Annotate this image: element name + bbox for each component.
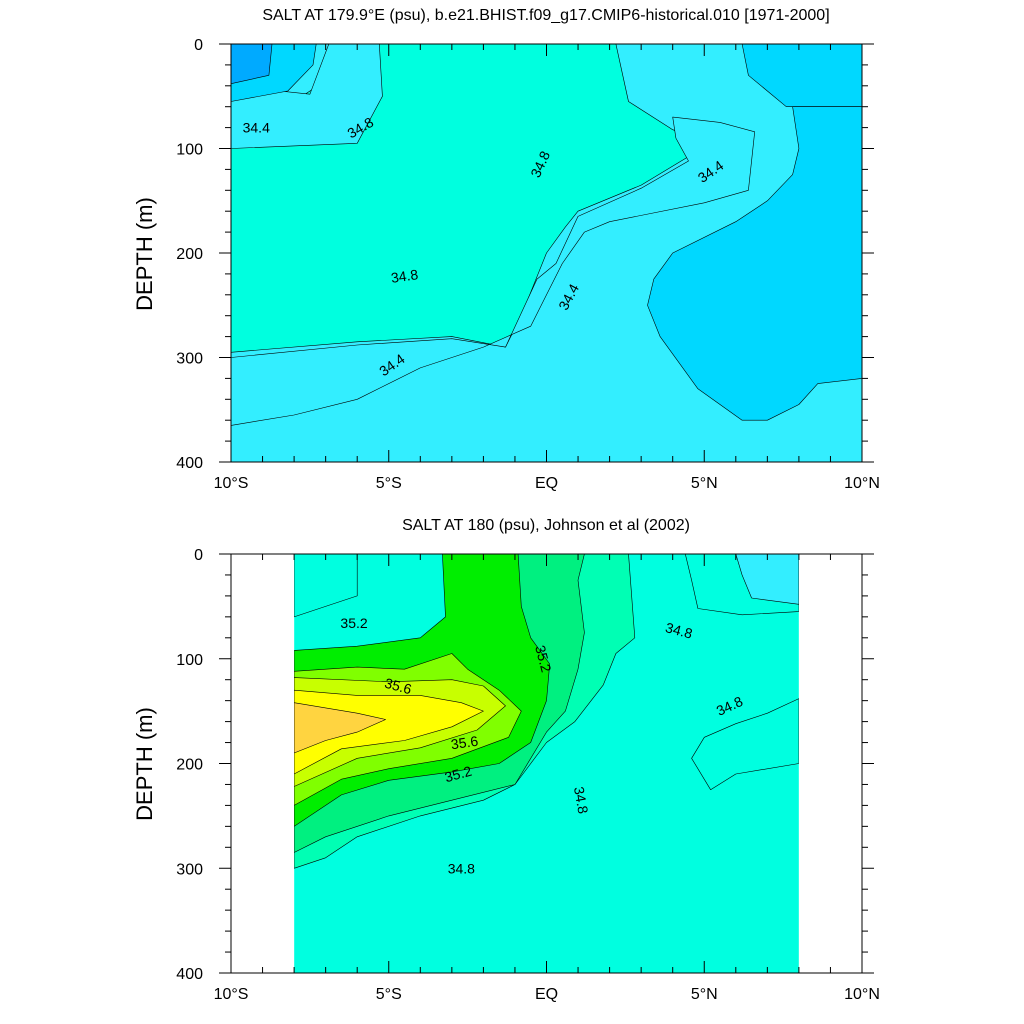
y-axis-label: DEPTH (m)	[132, 707, 157, 821]
contour-label: 34.8	[390, 266, 419, 286]
contour-region	[647, 106, 862, 421]
x-tick-label: 10°N	[844, 986, 880, 1003]
contour-label: 34.8	[571, 785, 592, 815]
contour-label: 34.4	[243, 120, 270, 136]
x-tick-label: 10°S	[214, 475, 249, 492]
contour-region	[294, 554, 358, 618]
contour-label: 35.2	[340, 615, 367, 631]
y-axis-label: DEPTH (m)	[132, 197, 157, 311]
x-tick-label: EQ	[535, 475, 558, 492]
y-tick-label: 100	[176, 652, 203, 669]
y-tick-label: 400	[176, 966, 203, 983]
y-tick-label: 0	[194, 547, 203, 564]
x-tick-label: 5°S	[376, 986, 402, 1003]
x-tick-label: 10°S	[214, 986, 249, 1003]
contour-label: 35.2	[443, 763, 474, 786]
contour-region	[691, 698, 799, 791]
panel-title: SALT AT 180 (psu), Johnson et al (2002)	[402, 517, 690, 534]
y-tick-label: 300	[176, 351, 203, 368]
contour-region	[231, 44, 756, 426]
y-tick-label: 200	[176, 757, 203, 774]
contour-label: 35.6	[450, 733, 479, 753]
contour-label: 34.8	[664, 619, 695, 642]
x-tick-label: 5°S	[376, 475, 402, 492]
x-tick-label: 5°N	[691, 986, 718, 1003]
y-tick-label: 300	[176, 861, 203, 878]
panel-observed: SALT AT 180 (psu), Johnson et al (2002) …	[132, 517, 880, 1003]
y-tick-label: 100	[176, 142, 203, 159]
panel-title: SALT AT 179.9°E (psu), b.e21.BHIST.f09_g…	[262, 7, 829, 24]
contour-region	[294, 702, 386, 754]
x-tick-label: EQ	[535, 986, 558, 1003]
x-tick-label: 5°N	[691, 475, 718, 492]
contour-label: 35.6	[383, 675, 414, 698]
panel-model: SALT AT 179.9°E (psu), b.e21.BHIST.f09_g…	[132, 7, 880, 492]
contour-label: 35.2	[532, 644, 555, 675]
contour-region	[231, 44, 273, 84]
y-tick-label: 0	[194, 37, 203, 54]
contour-label: 34.8	[448, 860, 475, 876]
y-tick-label: 200	[176, 246, 203, 263]
x-tick-label: 10°N	[844, 475, 880, 492]
contour-region	[735, 554, 799, 605]
y-tick-label: 400	[176, 455, 203, 472]
